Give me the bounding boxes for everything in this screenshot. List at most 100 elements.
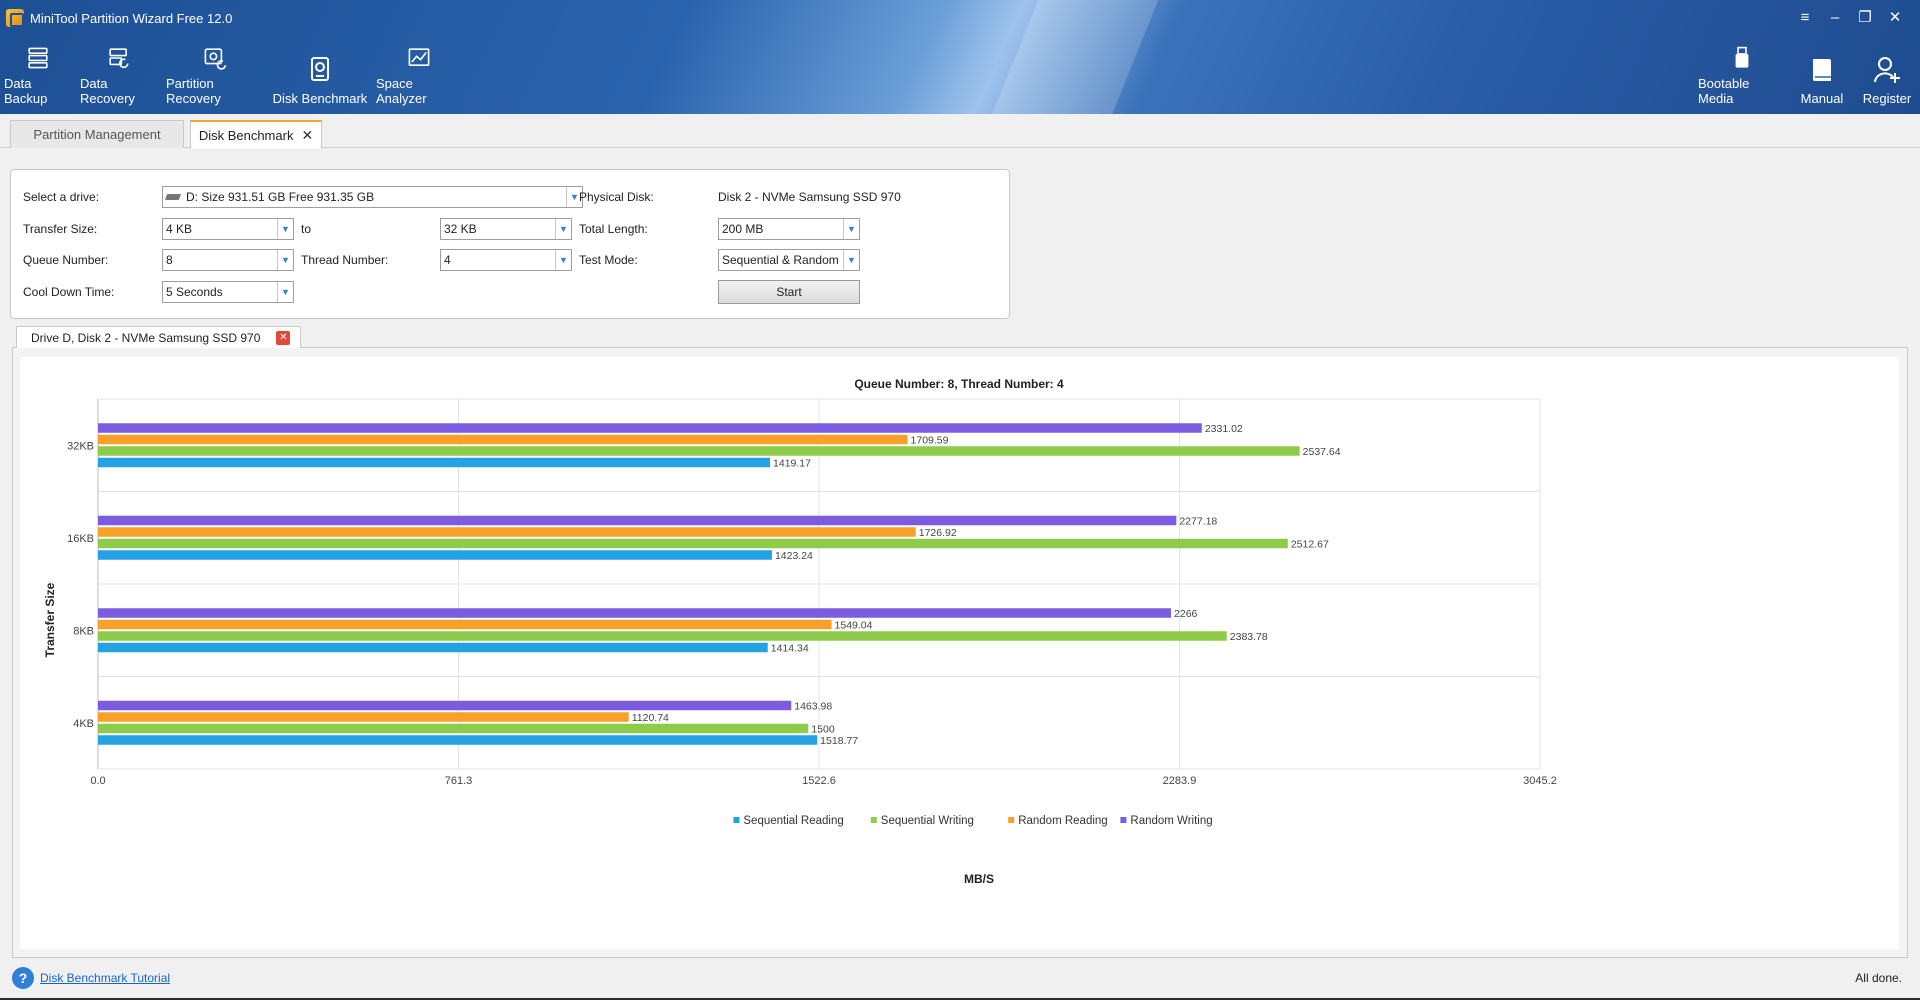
x-axis-label: MB/S (964, 872, 994, 886)
bar-value-label: 1120.74 (632, 712, 669, 724)
manual-label: Manual (1800, 91, 1844, 106)
menu-icon[interactable]: ≡ (1800, 8, 1810, 26)
chevron-down-icon: ▼ (843, 250, 859, 270)
restore-icon[interactable]: ❐ (1858, 9, 1872, 26)
data-backup-button[interactable]: Data Backup (0, 46, 76, 106)
drive-icon (164, 194, 182, 200)
app-header: MiniTool Partition Wizard Free 12.0 ≡ – … (0, 0, 1920, 114)
bar-value-label: 2331.02 (1205, 423, 1243, 435)
result-tab[interactable]: Drive D, Disk 2 - NVMe Samsung SSD 970 ✕ (16, 326, 302, 348)
app-logo-icon (6, 9, 24, 27)
chevron-down-icon: ▼ (555, 219, 571, 239)
x-tick-label: 761.3 (445, 775, 473, 787)
transfer-size-to-dropdown[interactable]: 32 KB ▼ (440, 218, 572, 240)
chevron-down-icon: ▼ (277, 219, 293, 239)
disk-benchmark-icon (311, 57, 329, 81)
bar (98, 723, 809, 734)
legend-swatch (733, 817, 740, 823)
benchmark-chart: 2331.02 1709.59 2537.64 1419.17 2277.18 1726.… (43, 377, 1557, 886)
cool-down-dropdown[interactable]: 5 Seconds ▼ (162, 281, 294, 303)
chart-legend: Sequential Reading Sequential Writing Rand… (733, 815, 1213, 827)
header-decoration (973, 0, 1167, 114)
help-icon[interactable]: ? (12, 967, 34, 989)
register-user-icon (1874, 57, 1900, 83)
book-icon (1813, 59, 1831, 81)
queue-number-dropdown[interactable]: 8 ▼ (162, 249, 294, 271)
transfer-size-from-dropdown[interactable]: 4 KB ▼ (162, 218, 294, 240)
manual-button[interactable]: Manual (1790, 46, 1854, 106)
total-length-label: Total Length: (579, 222, 648, 236)
disk-benchmark-button[interactable]: Disk Benchmark (268, 46, 372, 106)
minimize-icon[interactable]: – (1830, 8, 1840, 26)
data-recovery-icon (109, 48, 129, 69)
result-tab-label: Drive D, Disk 2 - NVMe Samsung SSD 970 (31, 330, 261, 345)
tutorial-link[interactable]: Disk Benchmark Tutorial (40, 971, 171, 985)
queue-number-label: Queue Number: (23, 253, 109, 267)
bar (98, 700, 792, 711)
legend-label: Sequential Writing (881, 815, 974, 827)
data-recovery-label: Data Recovery (80, 76, 135, 106)
bar-value-label: 1549.04 (835, 619, 873, 631)
data-backup-label: Data Backup (4, 76, 48, 106)
bar-value-label: 1518.77 (820, 735, 858, 747)
bar (98, 527, 916, 537)
thread-number-label: Thread Number: (301, 253, 389, 267)
bar-value-label: 1414.34 (771, 642, 809, 654)
status-text: All done. (1855, 971, 1902, 985)
total-length-dropdown[interactable]: 200 MB ▼ (718, 218, 860, 240)
to-label: to (301, 222, 312, 236)
y-tick-label: 8KB (73, 625, 94, 637)
bar-value-label: 1709.59 (911, 434, 949, 446)
y-tick-label: 16KB (67, 533, 94, 545)
physical-disk-value: Disk 2 - NVMe Samsung SSD 970 (718, 190, 901, 204)
chart-title: Queue Number: 8, Thread Number: 4 (854, 377, 1064, 391)
bar (98, 538, 1288, 549)
cool-down-label: Cool Down Time: (23, 285, 115, 299)
bar (98, 434, 908, 445)
window-title: MiniTool Partition Wizard Free 12.0 (30, 10, 233, 26)
tab-partition-management-label: Partition Management (33, 127, 161, 142)
thread-number-value: 4 (444, 253, 451, 267)
space-analyzer-button[interactable]: Space Analyzer (372, 46, 466, 106)
select-drive-dropdown[interactable]: D: Size 931.51 GB Free 931.35 GB ▼ (162, 186, 583, 208)
chevron-down-icon: ▼ (566, 187, 582, 207)
legend-label: Random Reading (1018, 815, 1108, 827)
y-axis-label: Transfer Size (43, 582, 57, 657)
chevron-down-icon: ▼ (843, 219, 859, 239)
start-button[interactable]: Start (718, 280, 860, 304)
bar-value-label: 1500 (811, 723, 835, 735)
bar (98, 619, 832, 630)
result-tab-close-icon[interactable]: ✕ (276, 330, 291, 345)
bar-value-label: 2277.18 (1179, 515, 1217, 527)
register-button[interactable]: Register (1854, 46, 1920, 106)
right-toolbar: Bootable Media Manual Register (1694, 46, 1920, 106)
data-recovery-button[interactable]: Data Recovery (76, 46, 162, 106)
cool-down-value: 5 Seconds (166, 285, 223, 299)
bootable-media-button[interactable]: Bootable Media (1694, 46, 1790, 106)
window-controls: ≡ – ❐ ✕ (1790, 6, 1910, 28)
tab-disk-benchmark[interactable]: Disk Benchmark ✕ (190, 120, 322, 149)
bar (98, 446, 1300, 456)
legend-swatch (1008, 817, 1015, 823)
bar-value-label: 2266 (1174, 608, 1198, 620)
usb-icon (1735, 46, 1749, 68)
test-mode-value: Sequential & Random (722, 253, 839, 267)
tab-partition-management[interactable]: Partition Management (10, 120, 184, 148)
bar-value-label: 1726.92 (919, 527, 957, 539)
thread-number-dropdown[interactable]: 4 ▼ (440, 249, 572, 271)
bar-value-label: 2383.78 (1230, 631, 1268, 643)
test-mode-dropdown[interactable]: Sequential & Random ▼ (718, 249, 860, 271)
close-icon[interactable]: ✕ (1888, 9, 1902, 26)
chart-value-labels: 2331.02 1709.59 2537.64 1419.17 2277.18 1726.… (632, 423, 1341, 747)
queue-number-value: 8 (166, 253, 173, 267)
partition-recovery-button[interactable]: Partition Recovery (162, 46, 268, 106)
tab-close-icon[interactable]: ✕ (301, 127, 314, 143)
space-analyzer-label: Space Analyzer (376, 76, 427, 106)
main-toolbar: Data Backup Data Recovery Partition Reco… (0, 46, 466, 106)
data-backup-icon (28, 47, 48, 69)
status-bar: ? Disk Benchmark Tutorial All done. (0, 962, 1920, 1000)
chevron-down-icon: ▼ (277, 250, 293, 270)
physical-disk-label: Physical Disk: (579, 190, 654, 204)
chart-y-ticks: 32KB 16KB 8KB 4KB (67, 440, 94, 730)
space-analyzer-icon (408, 48, 430, 66)
